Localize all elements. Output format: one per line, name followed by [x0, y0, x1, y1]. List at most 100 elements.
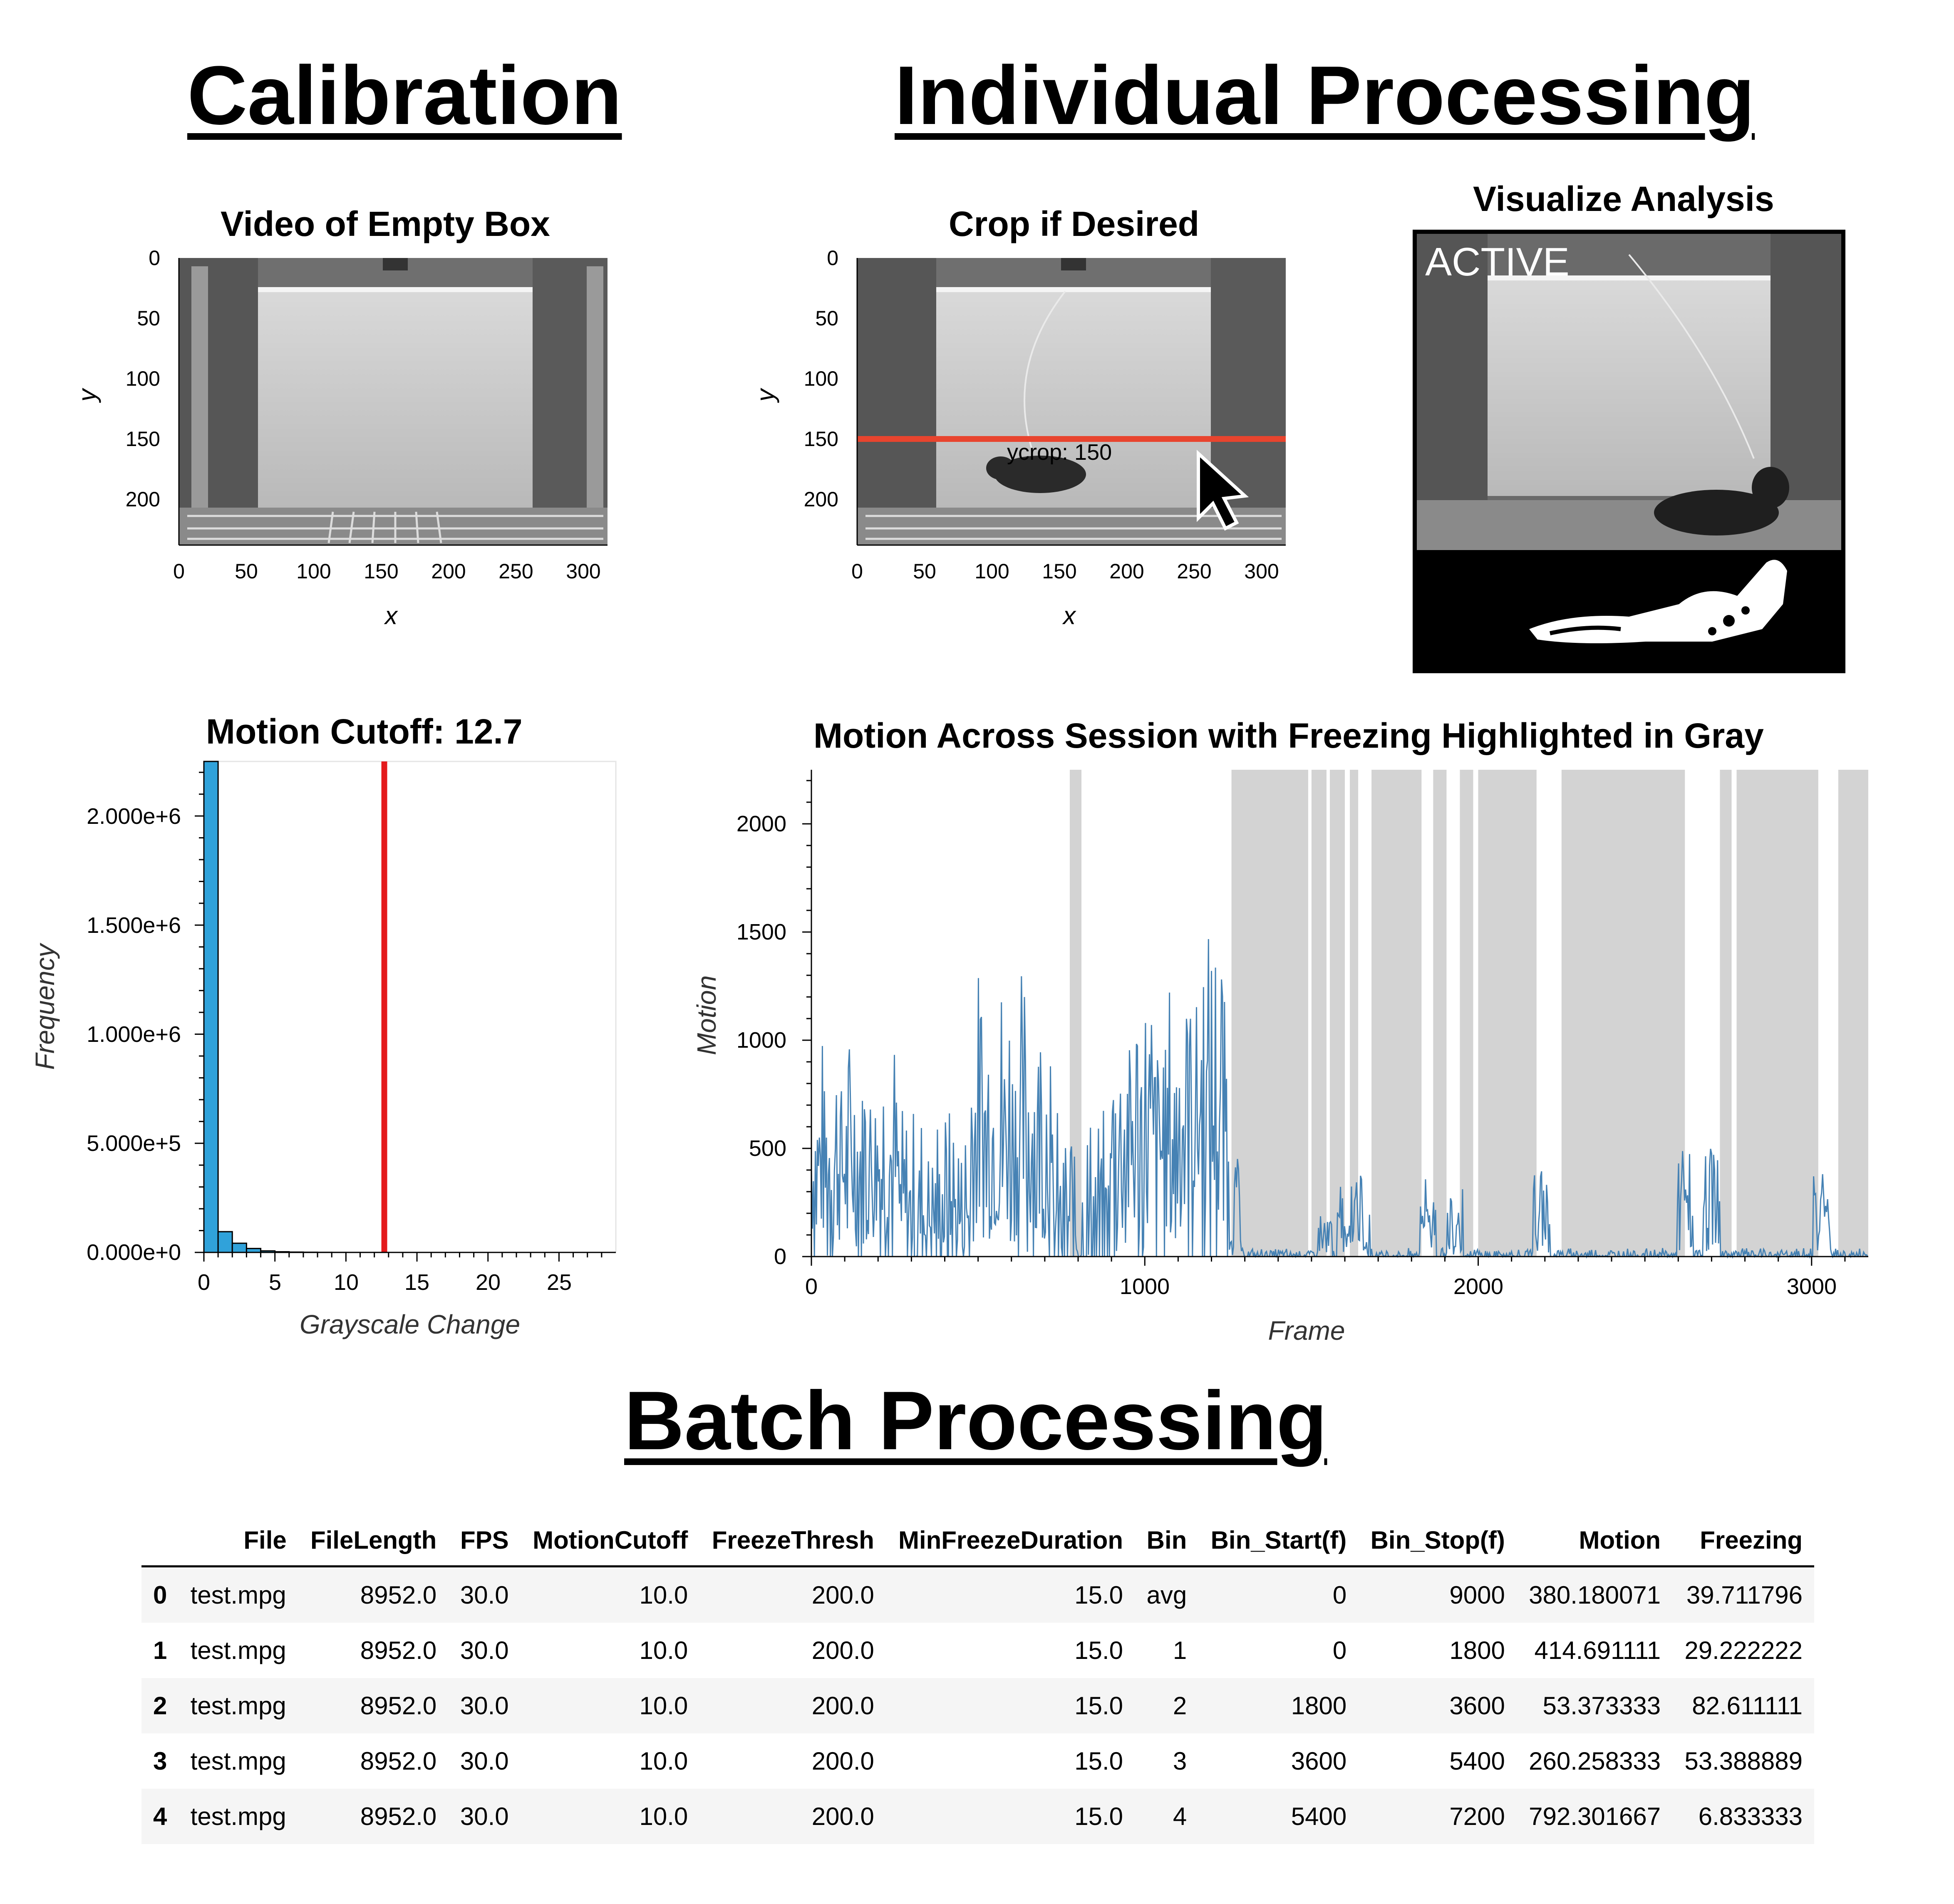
histogram-bar	[217, 1231, 233, 1253]
svg-text:15: 15	[404, 1270, 429, 1295]
x-tick-300: 300	[566, 560, 600, 583]
table-cell: 8952.0	[298, 1566, 449, 1623]
table-cell: 260.258333	[1529, 1747, 1661, 1775]
histogram-bar	[203, 761, 219, 1253]
svg-text:1.000e+6: 1.000e+6	[87, 1022, 181, 1047]
table-cell: 3600	[1291, 1747, 1347, 1775]
column-header: Bin_Start(f)	[1198, 1515, 1359, 1567]
motion-series-line	[811, 939, 1868, 1259]
svg-text:300: 300	[1244, 560, 1279, 583]
x-tick-0: 0	[173, 560, 185, 583]
freezing-band	[1231, 770, 1308, 1257]
table-cell: 792.301667	[1516, 1789, 1673, 1844]
freezing-band	[1838, 770, 1868, 1257]
motion-plot-title: Motion Across Session with Freezing High…	[813, 716, 1764, 755]
table-cell: 30.0	[448, 1678, 521, 1733]
x-tick-50: 50	[235, 560, 258, 583]
table-cell: 10.0	[639, 1636, 688, 1664]
column-header	[141, 1515, 179, 1567]
table-cell: 3600	[1358, 1678, 1517, 1733]
y-tick-50: 50	[137, 307, 160, 330]
table-cell: 30.0	[448, 1789, 521, 1844]
histogram-y-ticks: 0.000e+0 5.000e+5 1.000e+6 1.500e+6 2.00…	[87, 804, 181, 1265]
table-row: 0 test.mpg 8952.0 30.0 10.0 200.0 15.0 avg 0 9000…	[141, 1566, 1814, 1623]
svg-text:0: 0	[851, 560, 863, 583]
table-row: 4 test.mpg 8952.0 30.0 10.0 200.0 15.0 4 5400 720…	[141, 1789, 1814, 1844]
table-cell: 15.0	[1074, 1747, 1123, 1775]
table-cell: 15.0	[885, 1566, 1135, 1623]
histogram-bar	[231, 1242, 247, 1253]
table-cell: 200.0	[811, 1636, 874, 1664]
x-tick-100: 100	[296, 560, 331, 583]
freezing-band	[1069, 770, 1082, 1257]
batch-processing-heading: Batch Processing	[624, 1374, 1327, 1467]
table-cell: 200.0	[811, 1747, 874, 1775]
svg-text:1.500e+6: 1.500e+6	[87, 913, 181, 938]
svg-text:0: 0	[198, 1270, 210, 1295]
freezing-band	[1350, 770, 1359, 1257]
table-cell: 7200	[1358, 1789, 1517, 1844]
y-tick-100: 100	[126, 367, 160, 390]
table-cell: 29.222222	[1684, 1636, 1803, 1664]
table-cell: 1	[1173, 1636, 1187, 1664]
histogram-x-ticks: 0 5 10 15 20 25	[198, 1270, 572, 1295]
table-cell: 200.0	[699, 1678, 886, 1733]
table-row: 2 test.mpg 8952.0 30.0 10.0 200.0 15.0 2 1800 360…	[141, 1678, 1814, 1733]
freezing-band	[1329, 770, 1345, 1257]
svg-text:20: 20	[476, 1270, 501, 1295]
svg-text:2.000e+6: 2.000e+6	[87, 804, 181, 829]
freezing-band	[1720, 770, 1732, 1257]
table-cell: 8952.0	[298, 1678, 449, 1733]
y-tick-150: 150	[126, 427, 160, 451]
svg-text:2000: 2000	[736, 811, 786, 836]
svg-text:5.000e+5: 5.000e+5	[87, 1131, 181, 1156]
table-cell: 0	[141, 1566, 179, 1623]
svg-text:10: 10	[334, 1270, 359, 1295]
svg-text:50: 50	[815, 307, 838, 330]
table-cell: 0	[1198, 1566, 1359, 1623]
column-header: Bin_Stop(f)	[1358, 1515, 1517, 1567]
histogram-title: Motion Cutoff: 12.7	[206, 712, 523, 751]
table-cell: 15.0	[1074, 1636, 1123, 1664]
svg-text:y: y	[751, 387, 779, 403]
crop-label: ycrop: 150	[1007, 440, 1112, 465]
column-header: File	[179, 1515, 298, 1567]
table-cell: 10.0	[520, 1789, 700, 1844]
svg-text:0: 0	[774, 1244, 786, 1269]
table-cell: test.mpg	[179, 1678, 298, 1733]
table-cell: 5400	[1198, 1789, 1359, 1844]
svg-text:200: 200	[804, 488, 838, 511]
svg-text:0: 0	[827, 246, 838, 270]
svg-text:100: 100	[804, 367, 838, 390]
table-cell: 10.0	[639, 1747, 688, 1775]
x-tick-200: 200	[431, 560, 466, 583]
table-cell: 9000	[1358, 1566, 1517, 1623]
table-cell: 5400	[1449, 1747, 1505, 1775]
table-cell: 8952.0	[360, 1636, 437, 1664]
table-cell: 1	[153, 1636, 167, 1664]
empty-box-frame-plot: 0 50 100 150 200 250 300 x 0 50 100 150 …	[73, 246, 608, 630]
table-cell: 3	[1173, 1747, 1187, 1775]
table-cell: 2	[1135, 1678, 1199, 1733]
column-header: MinFreezeDuration	[885, 1515, 1135, 1567]
table-cell: 200.0	[699, 1789, 886, 1844]
table-cell: 30.0	[448, 1566, 521, 1623]
table-cell: test.mpg	[190, 1747, 286, 1775]
freezing-band	[1478, 770, 1537, 1257]
table-cell: 1800	[1198, 1678, 1359, 1733]
crop-frame-plot[interactable]: ycrop: 150 0 50 100 150 200 250 300 x 0 …	[741, 241, 1302, 641]
batch-results-table: File FileLength FPS MotionCutoff FreezeThres…	[141, 1515, 1814, 1844]
column-header: MotionCutoff	[520, 1515, 700, 1567]
empty-box-x-axis: 0 50 100 150 200 250 300 x	[173, 544, 608, 630]
table-cell: test.mpg	[190, 1636, 286, 1664]
freezing-band	[1371, 770, 1422, 1257]
svg-text:1000: 1000	[736, 1028, 786, 1053]
table-cell: 414.691111	[1534, 1636, 1661, 1664]
table-header-row: File FileLength FPS MotionCutoff FreezeThres…	[141, 1515, 1814, 1567]
freezing-band	[1311, 770, 1327, 1257]
histogram-x-label: Grayscale Change	[300, 1309, 520, 1339]
motion-x-ticks: 0 1000 2000 3000	[805, 1274, 1837, 1299]
column-header: FreezeThresh	[699, 1515, 886, 1567]
crop-y-axis: 0 50 100 150 200 y	[751, 246, 858, 545]
column-header: FPS	[448, 1515, 521, 1567]
